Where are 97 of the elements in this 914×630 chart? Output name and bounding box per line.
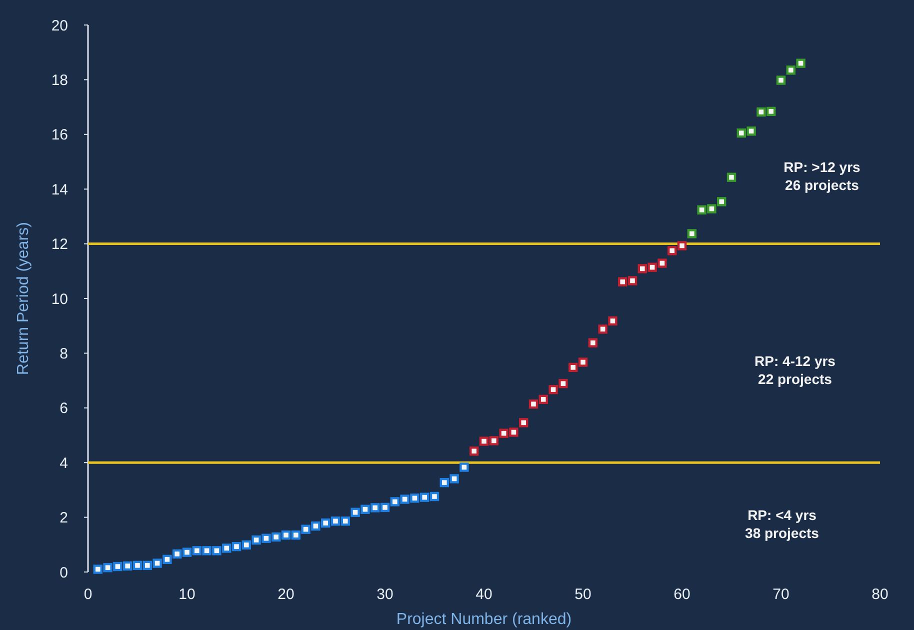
y-axis-title: Return Period (years) [15, 222, 32, 375]
point [519, 418, 528, 428]
point [697, 205, 706, 214]
point [142, 560, 152, 570]
point [786, 66, 796, 75]
point [687, 229, 696, 238]
point [232, 542, 242, 552]
x-tick-label: 70 [772, 586, 790, 603]
y-tick-label: 0 [60, 564, 68, 582]
point [588, 338, 598, 348]
point [152, 558, 162, 568]
point [272, 532, 281, 542]
point [796, 58, 806, 68]
annotation: RP: >12 yrs 26 projects [784, 158, 861, 193]
annotation: RP: <4 yrs 38 projects [745, 506, 820, 541]
x-tick-label: 10 [178, 586, 196, 603]
point [658, 258, 667, 268]
annotation: RP: 4-12 yrs 22 projects [754, 352, 836, 387]
point [340, 516, 350, 526]
point [746, 126, 756, 136]
point [360, 504, 370, 514]
point [182, 548, 192, 557]
point [450, 474, 459, 484]
point [202, 546, 212, 556]
point [132, 560, 142, 570]
point [726, 172, 736, 182]
point [123, 561, 132, 571]
point [618, 277, 628, 286]
point [756, 107, 766, 117]
x-axis-title: Project Number (ranked) [396, 611, 572, 628]
point [321, 518, 330, 528]
point [608, 316, 618, 326]
point [162, 554, 172, 564]
point [242, 540, 251, 550]
y-tick-label: 2 [60, 510, 68, 527]
point [93, 564, 102, 574]
point [410, 494, 420, 503]
point [509, 428, 518, 437]
x-tick-label: 20 [278, 586, 294, 603]
point [400, 494, 410, 504]
point [430, 492, 440, 502]
point [598, 324, 608, 334]
point [103, 563, 112, 572]
point [578, 358, 588, 367]
y-tick-label: 8 [60, 345, 68, 362]
point [252, 535, 261, 545]
point [707, 204, 716, 214]
y-tick-label: 4 [60, 454, 68, 472]
point [172, 549, 182, 559]
point [568, 362, 578, 372]
x-tick-label: 30 [376, 586, 394, 603]
point [192, 546, 202, 556]
point [489, 436, 498, 446]
point [291, 530, 300, 540]
point [212, 546, 222, 556]
point [301, 524, 310, 534]
point [460, 462, 469, 472]
point [558, 378, 568, 388]
point [668, 246, 677, 256]
point [499, 428, 508, 438]
point [766, 106, 776, 116]
point [479, 436, 489, 446]
y-tick-label: 14 [51, 181, 68, 198]
point [113, 562, 122, 572]
point [736, 128, 746, 138]
y-tick-label: 18 [51, 72, 68, 89]
point [281, 530, 291, 540]
y-tick-label: 16 [51, 126, 68, 144]
x-tick-label: 50 [574, 586, 592, 603]
y-tick-label: 10 [51, 290, 68, 308]
point [648, 262, 657, 272]
point [628, 276, 638, 286]
x-tick-label: 40 [476, 586, 492, 603]
point [638, 264, 647, 274]
point [677, 241, 687, 250]
point [776, 76, 786, 85]
point [222, 544, 232, 553]
point [350, 508, 360, 517]
point [262, 534, 271, 543]
point [330, 516, 340, 526]
x-tick-label: 60 [674, 586, 690, 603]
y-tick-label: 12 [51, 236, 68, 254]
point [311, 521, 320, 531]
x-tick-label: 80 [872, 586, 888, 603]
point [420, 492, 430, 502]
point [370, 503, 380, 512]
x-tick-label: 0 [84, 586, 92, 603]
point [538, 394, 548, 404]
point [380, 502, 390, 512]
point [528, 399, 538, 409]
point [717, 197, 726, 206]
y-tick-label: 6 [60, 400, 68, 418]
point [390, 497, 400, 506]
point [548, 384, 558, 394]
y-tick-label: 20 [51, 17, 68, 34]
point [440, 478, 449, 488]
point [470, 446, 479, 456]
